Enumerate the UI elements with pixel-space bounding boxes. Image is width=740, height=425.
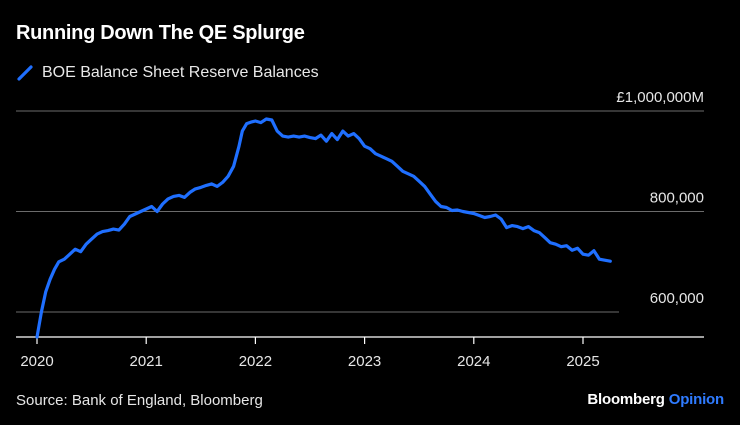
x-tick-label: 2021 <box>130 353 163 370</box>
legend-label: BOE Balance Sheet Reserve Balances <box>42 64 319 81</box>
brand-accent-text: Opinion <box>668 391 724 408</box>
y-tick-label: 600,000 <box>650 290 704 307</box>
source-note: Source: Bank of England, Bloomberg <box>16 392 263 409</box>
brand-logo: Bloomberg Opinion <box>587 391 724 408</box>
x-tick-label: 2023 <box>348 353 381 370</box>
legend: BOE Balance Sheet Reserve Balances <box>16 64 319 82</box>
x-tick-label: 2025 <box>566 353 599 370</box>
x-tick-label: 2020 <box>20 353 53 370</box>
y-tick-label: 800,000 <box>650 190 704 207</box>
chart-title: Running Down The QE Splurge <box>16 22 305 44</box>
x-tick-label: 2022 <box>239 353 272 370</box>
x-tick-label: 2024 <box>457 353 490 370</box>
legend-swatch-line <box>17 65 33 81</box>
series-line-reserve-balances <box>35 117 612 339</box>
y-tick-label: £1,000,000M <box>616 89 704 106</box>
brand-name: Bloomberg <box>587 391 665 408</box>
